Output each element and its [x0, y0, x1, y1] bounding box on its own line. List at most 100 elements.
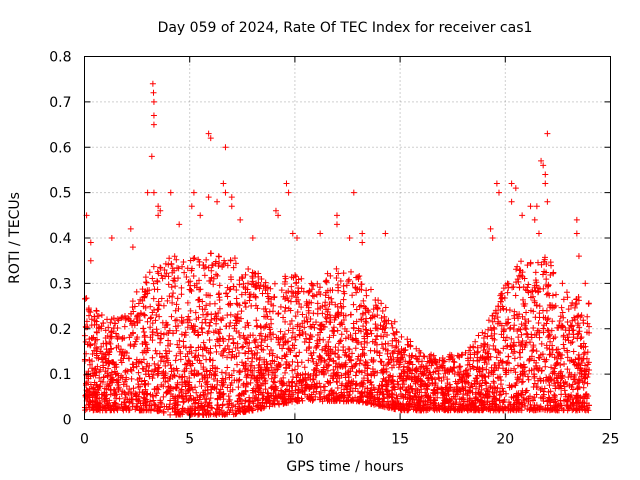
data-point — [584, 349, 591, 356]
data-point — [100, 320, 107, 327]
data-point — [421, 353, 428, 360]
data-point — [93, 392, 100, 399]
data-point — [460, 396, 467, 403]
data-point — [519, 212, 526, 219]
data-point — [170, 330, 177, 337]
data-point — [483, 380, 490, 387]
data-point — [456, 372, 463, 379]
data-point — [317, 322, 324, 329]
data-point — [382, 304, 389, 311]
data-point — [149, 275, 156, 282]
data-point — [187, 410, 194, 417]
data-point — [407, 367, 414, 374]
data-point — [409, 386, 416, 393]
data-point — [199, 352, 206, 359]
data-point — [450, 358, 457, 365]
data-point — [130, 385, 137, 392]
data-point — [471, 377, 478, 384]
data-point — [551, 380, 558, 387]
data-point — [364, 339, 371, 346]
data-point — [352, 372, 359, 379]
data-point — [227, 257, 234, 264]
data-point — [464, 362, 471, 369]
data-point — [526, 406, 533, 413]
data-point — [262, 305, 269, 312]
data-point — [205, 130, 212, 137]
data-point — [309, 355, 316, 362]
data-point — [364, 393, 371, 400]
data-point — [350, 336, 357, 343]
data-point — [86, 392, 93, 399]
data-point — [234, 314, 241, 321]
data-point — [544, 130, 551, 137]
data-point — [535, 354, 542, 361]
data-point — [225, 349, 232, 356]
data-point — [493, 180, 500, 187]
data-point — [565, 404, 572, 411]
data-point — [87, 381, 94, 388]
data-point — [421, 370, 428, 377]
data-point — [527, 307, 534, 314]
data-point — [560, 341, 567, 348]
data-point — [232, 317, 239, 324]
data-point — [230, 411, 237, 418]
data-point — [330, 357, 337, 364]
data-point — [288, 283, 295, 290]
data-point — [256, 354, 263, 361]
data-point — [166, 401, 173, 408]
data-point — [403, 402, 410, 409]
data-point — [225, 404, 232, 411]
data-point — [227, 300, 234, 307]
data-point — [235, 350, 242, 357]
data-point — [205, 194, 212, 201]
data-point — [274, 366, 281, 373]
data-point — [370, 357, 377, 364]
data-point — [484, 387, 491, 394]
data-point — [373, 325, 380, 332]
data-point — [200, 366, 207, 373]
data-point — [191, 282, 198, 289]
data-point — [451, 359, 458, 366]
data-point — [183, 274, 190, 281]
data-point — [110, 325, 117, 332]
data-point — [376, 382, 383, 389]
data-point — [442, 384, 449, 391]
data-point — [489, 318, 496, 325]
data-point — [346, 391, 353, 398]
data-point — [522, 364, 529, 371]
data-point — [352, 381, 359, 388]
data-point — [223, 290, 230, 297]
data-point — [285, 305, 292, 312]
data-point — [262, 279, 269, 286]
data-point — [545, 389, 552, 396]
data-point — [295, 296, 302, 303]
data-point — [507, 324, 514, 331]
data-point — [522, 319, 529, 326]
data-point — [561, 345, 568, 352]
data-point — [490, 393, 497, 400]
data-point — [187, 392, 194, 399]
data-point — [388, 357, 395, 364]
data-point — [429, 380, 436, 387]
data-point — [142, 291, 149, 298]
data-point — [289, 378, 296, 385]
data-point — [514, 362, 521, 369]
data-point — [462, 403, 469, 410]
data-point — [136, 397, 143, 404]
data-point — [267, 329, 274, 336]
data-point — [173, 316, 180, 323]
data-point — [235, 401, 242, 408]
data-point — [245, 345, 252, 352]
data-point — [323, 277, 330, 284]
data-point — [198, 325, 205, 332]
data-point — [547, 271, 554, 278]
data-point — [294, 359, 301, 366]
data-point — [224, 354, 231, 361]
data-point — [97, 383, 104, 390]
data-point — [227, 388, 234, 395]
data-point — [489, 312, 496, 319]
data-point — [166, 255, 173, 262]
y-tick-label: 0.7 — [49, 95, 71, 111]
data-point — [257, 405, 264, 412]
data-point — [141, 312, 148, 319]
